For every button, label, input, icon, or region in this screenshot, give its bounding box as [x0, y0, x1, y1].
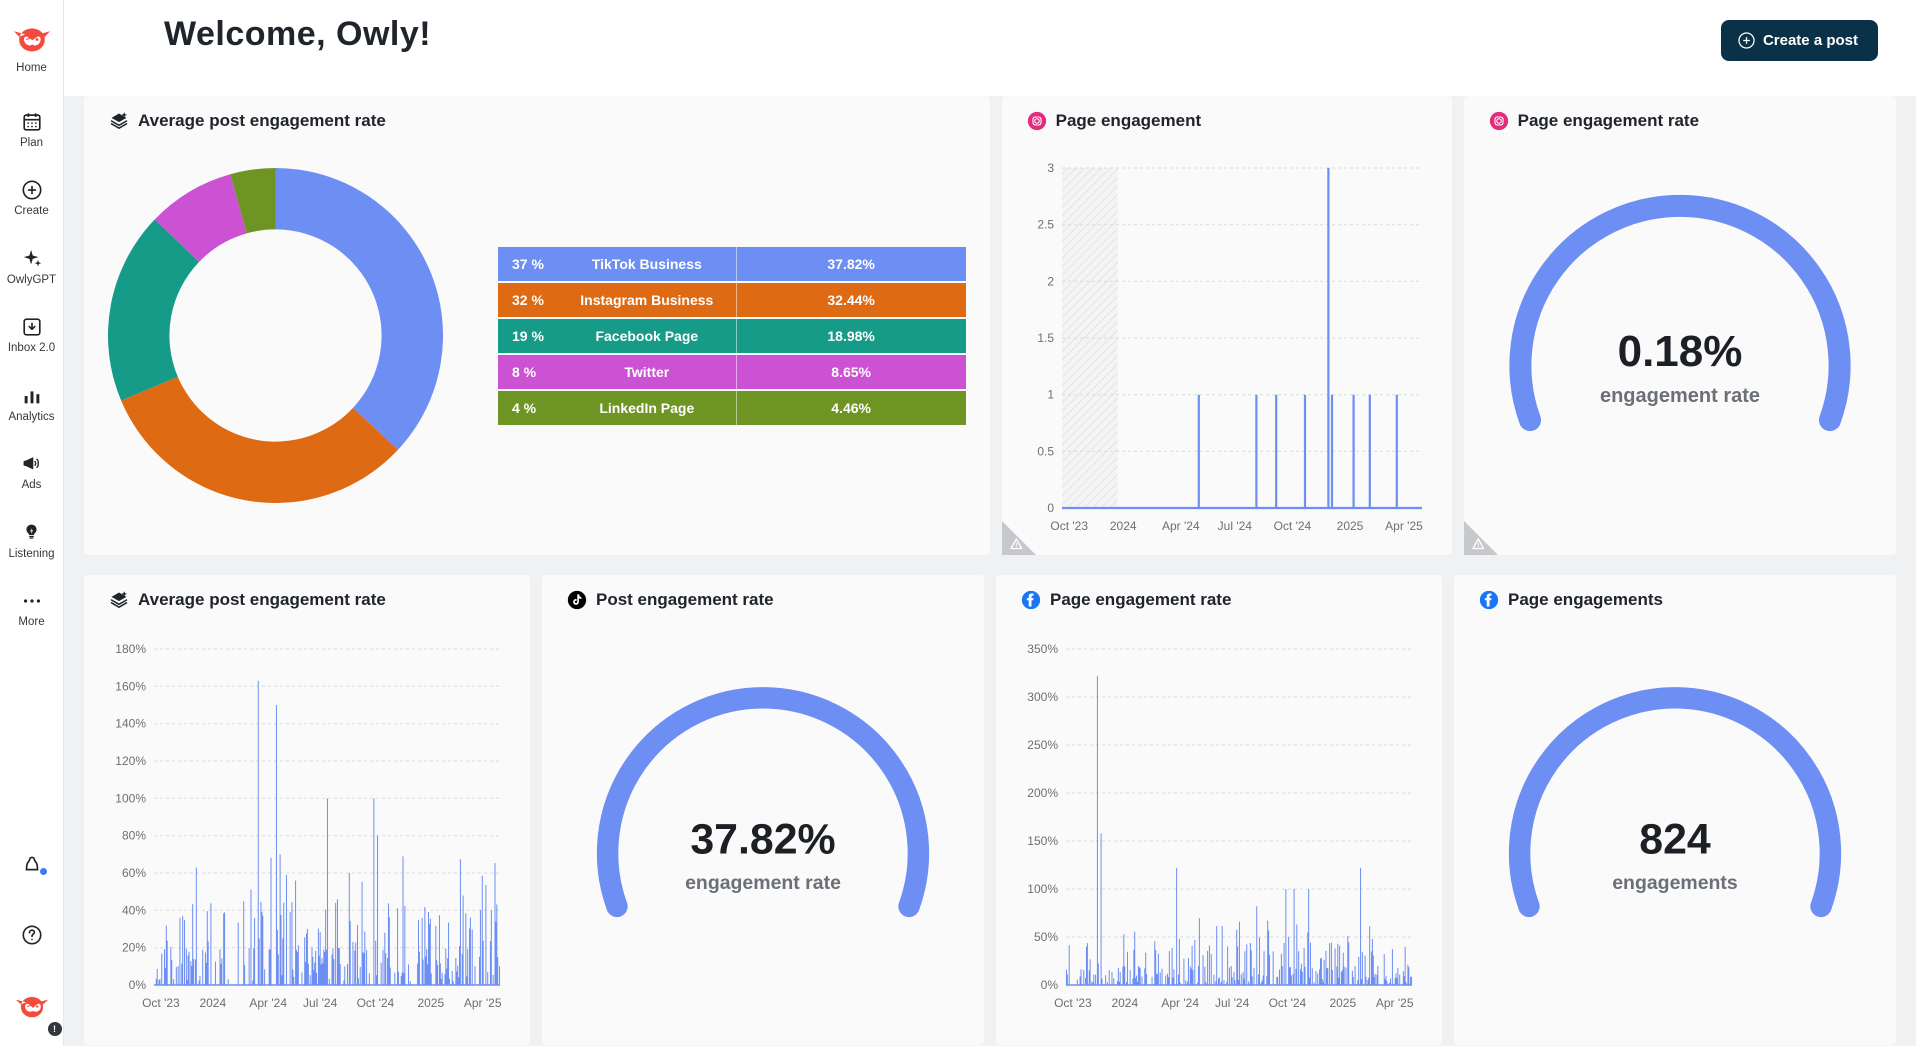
svg-text:150%: 150%	[1027, 834, 1058, 848]
svg-text:Jul '24: Jul '24	[1217, 519, 1252, 533]
svg-text:350%: 350%	[1027, 642, 1058, 656]
svg-text:0: 0	[1047, 501, 1054, 515]
svg-text:Oct '24: Oct '24	[1269, 996, 1307, 1010]
svg-text:2024: 2024	[199, 996, 226, 1010]
svg-text:2025: 2025	[1329, 996, 1356, 1010]
svg-text:1: 1	[1047, 388, 1054, 402]
svg-text:Jul '24: Jul '24	[303, 996, 338, 1010]
svg-text:2025: 2025	[1336, 519, 1363, 533]
svg-text:37.82%: 37.82%	[690, 816, 835, 864]
svg-text:2: 2	[1047, 274, 1054, 288]
svg-text:Apr '25: Apr '25	[1376, 996, 1414, 1010]
svg-text:140%: 140%	[115, 717, 146, 731]
svg-text:Apr '24: Apr '24	[249, 996, 287, 1010]
svg-text:2024: 2024	[1109, 519, 1136, 533]
svg-text:0.18%: 0.18%	[1617, 327, 1742, 376]
svg-text:200%: 200%	[1027, 786, 1058, 800]
svg-text:100%: 100%	[1027, 882, 1058, 896]
svg-text:2024: 2024	[1111, 996, 1138, 1010]
svg-text:20%: 20%	[122, 941, 146, 955]
svg-text:Oct '23: Oct '23	[1050, 519, 1088, 533]
svg-text:0%: 0%	[1041, 978, 1059, 992]
svg-text:0%: 0%	[129, 978, 147, 992]
svg-text:2025: 2025	[417, 996, 444, 1010]
svg-text:120%: 120%	[115, 754, 146, 768]
svg-text:Oct '23: Oct '23	[142, 996, 180, 1010]
svg-text:Apr '25: Apr '25	[1385, 519, 1423, 533]
svg-text:Apr '25: Apr '25	[464, 996, 502, 1010]
svg-text:60%: 60%	[122, 866, 146, 880]
svg-text:160%: 160%	[115, 679, 146, 693]
svg-text:250%: 250%	[1027, 738, 1058, 752]
svg-text:Oct '23: Oct '23	[1054, 996, 1092, 1010]
svg-text:0.5: 0.5	[1037, 444, 1054, 458]
svg-text:Oct '24: Oct '24	[357, 996, 395, 1010]
svg-text:40%: 40%	[122, 903, 146, 917]
svg-text:Apr '24: Apr '24	[1162, 519, 1200, 533]
svg-text:180%: 180%	[115, 642, 146, 656]
svg-text:Oct '24: Oct '24	[1273, 519, 1311, 533]
svg-text:80%: 80%	[122, 829, 146, 843]
svg-text:50%: 50%	[1034, 930, 1058, 944]
svg-text:engagements: engagements	[1612, 872, 1738, 894]
svg-text:engagement rate: engagement rate	[1600, 385, 1760, 407]
svg-text:Jul '24: Jul '24	[1215, 996, 1250, 1010]
svg-text:300%: 300%	[1027, 690, 1058, 704]
svg-text:1.5: 1.5	[1037, 331, 1054, 345]
svg-text:3: 3	[1047, 161, 1054, 175]
svg-text:engagement rate: engagement rate	[685, 872, 841, 894]
svg-text:100%: 100%	[115, 791, 146, 805]
svg-text:2.5: 2.5	[1037, 218, 1054, 232]
svg-text:824: 824	[1639, 816, 1711, 864]
svg-text:Apr '24: Apr '24	[1161, 996, 1199, 1010]
